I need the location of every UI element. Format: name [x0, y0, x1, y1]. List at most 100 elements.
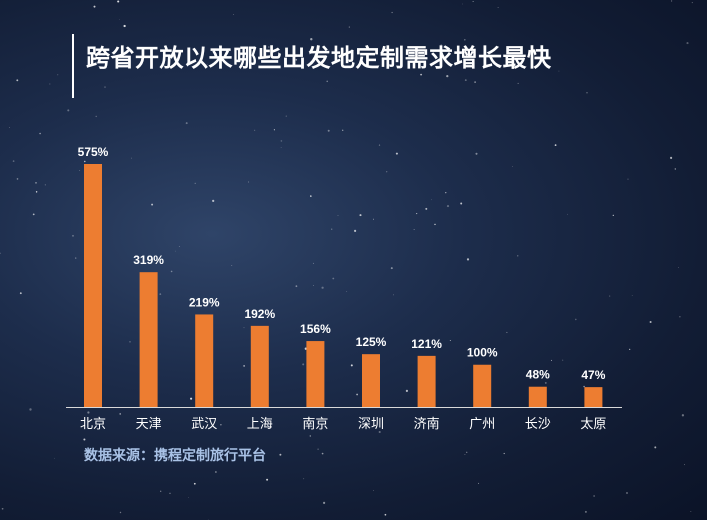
star-dot	[356, 393, 358, 396]
star-dot	[395, 152, 398, 155]
star-dot	[671, 0, 673, 2]
star-dot	[118, 19, 120, 20]
star-dot	[1, 507, 4, 510]
star-dot	[302, 363, 305, 366]
star-dot	[478, 482, 480, 484]
star-dot	[679, 316, 681, 318]
star-dot	[54, 457, 55, 459]
star-dot	[243, 327, 245, 329]
star-dot	[72, 234, 74, 237]
star-dot	[440, 44, 442, 46]
star-dot	[35, 182, 37, 184]
category-label-6: 济南	[414, 416, 440, 432]
star-dot	[310, 38, 313, 41]
star-dot	[207, 518, 209, 520]
star-dot	[104, 86, 106, 88]
star-dot	[464, 79, 467, 82]
star-dot	[309, 435, 312, 437]
star-dot	[268, 46, 270, 48]
star-dot	[16, 79, 19, 82]
star-dot	[83, 438, 86, 441]
bar-7	[473, 364, 492, 407]
star-dot	[160, 490, 162, 492]
star-dot	[420, 73, 423, 76]
star-dot	[243, 365, 245, 367]
bar-3	[250, 325, 269, 407]
star-dot	[446, 205, 450, 208]
data-label-3: 192%	[244, 307, 275, 321]
star-dot	[321, 452, 324, 455]
star-dot	[575, 318, 577, 321]
star-dot	[437, 51, 439, 53]
star-dot	[190, 397, 193, 400]
star-dot	[303, 478, 305, 480]
star-dot	[327, 129, 330, 132]
star-dot	[75, 257, 77, 259]
star-dot	[562, 359, 564, 361]
bar-9	[584, 387, 603, 407]
category-label-8: 长沙	[525, 417, 551, 432]
star-dot	[425, 207, 428, 210]
star-dot	[0, 252, 1, 255]
star-dot	[649, 320, 652, 324]
star-dot	[544, 381, 547, 384]
star-dot	[512, 166, 513, 167]
star-dot	[44, 184, 46, 186]
star-dot	[39, 132, 41, 135]
star-dot	[346, 291, 348, 292]
star-dot	[681, 414, 685, 417]
star-dot	[475, 152, 478, 155]
star-dot	[348, 26, 350, 28]
star-dot	[312, 262, 314, 264]
star-dot	[310, 195, 312, 197]
star-dot	[169, 492, 171, 494]
star-dot	[342, 129, 344, 131]
title-accent-bar	[72, 34, 74, 98]
data-source-note: 数据来源：携程定制旅行平台	[84, 448, 266, 464]
star-dot	[194, 182, 196, 184]
star-dot	[332, 277, 335, 280]
star-dot	[215, 471, 217, 473]
star-dot	[416, 213, 418, 215]
star-dot	[431, 199, 432, 201]
data-label-9: 47%	[581, 368, 605, 382]
data-label-1: 319%	[133, 253, 164, 267]
star-dot	[79, 170, 81, 171]
star-dot	[629, 348, 631, 351]
star-dot	[279, 453, 282, 456]
star-dot	[194, 303, 196, 305]
star-dot	[464, 454, 466, 455]
star-dot	[517, 82, 519, 84]
star-dot	[178, 246, 180, 247]
bar-5	[362, 354, 380, 407]
star-dot	[285, 115, 287, 117]
star-dot	[57, 74, 59, 76]
star-dot	[193, 482, 196, 485]
star-dot	[174, 250, 176, 252]
star-dot	[19, 292, 22, 295]
star-dot	[312, 285, 314, 287]
star-dot	[474, 81, 476, 83]
star-dot	[266, 478, 269, 481]
star-dot	[384, 513, 387, 516]
star-dot	[373, 490, 374, 491]
star-dot	[93, 5, 96, 8]
star-dot	[248, 181, 250, 183]
star-dot	[626, 492, 628, 494]
bar-4	[306, 341, 325, 407]
star-dot	[280, 147, 282, 148]
page-title: 跨省开放以来哪些出发地定制需求增长最快	[86, 44, 552, 72]
star-dot	[690, 510, 692, 513]
star-dot	[151, 203, 154, 206]
star-dot	[280, 140, 283, 142]
star-dot	[609, 295, 611, 297]
star-dot	[683, 464, 686, 466]
star-dot	[449, 340, 451, 341]
star-dot	[627, 178, 629, 180]
star-dot	[16, 178, 19, 180]
star-dot	[273, 129, 275, 131]
category-label-7: 广州	[469, 417, 495, 432]
star-dot	[567, 213, 568, 215]
